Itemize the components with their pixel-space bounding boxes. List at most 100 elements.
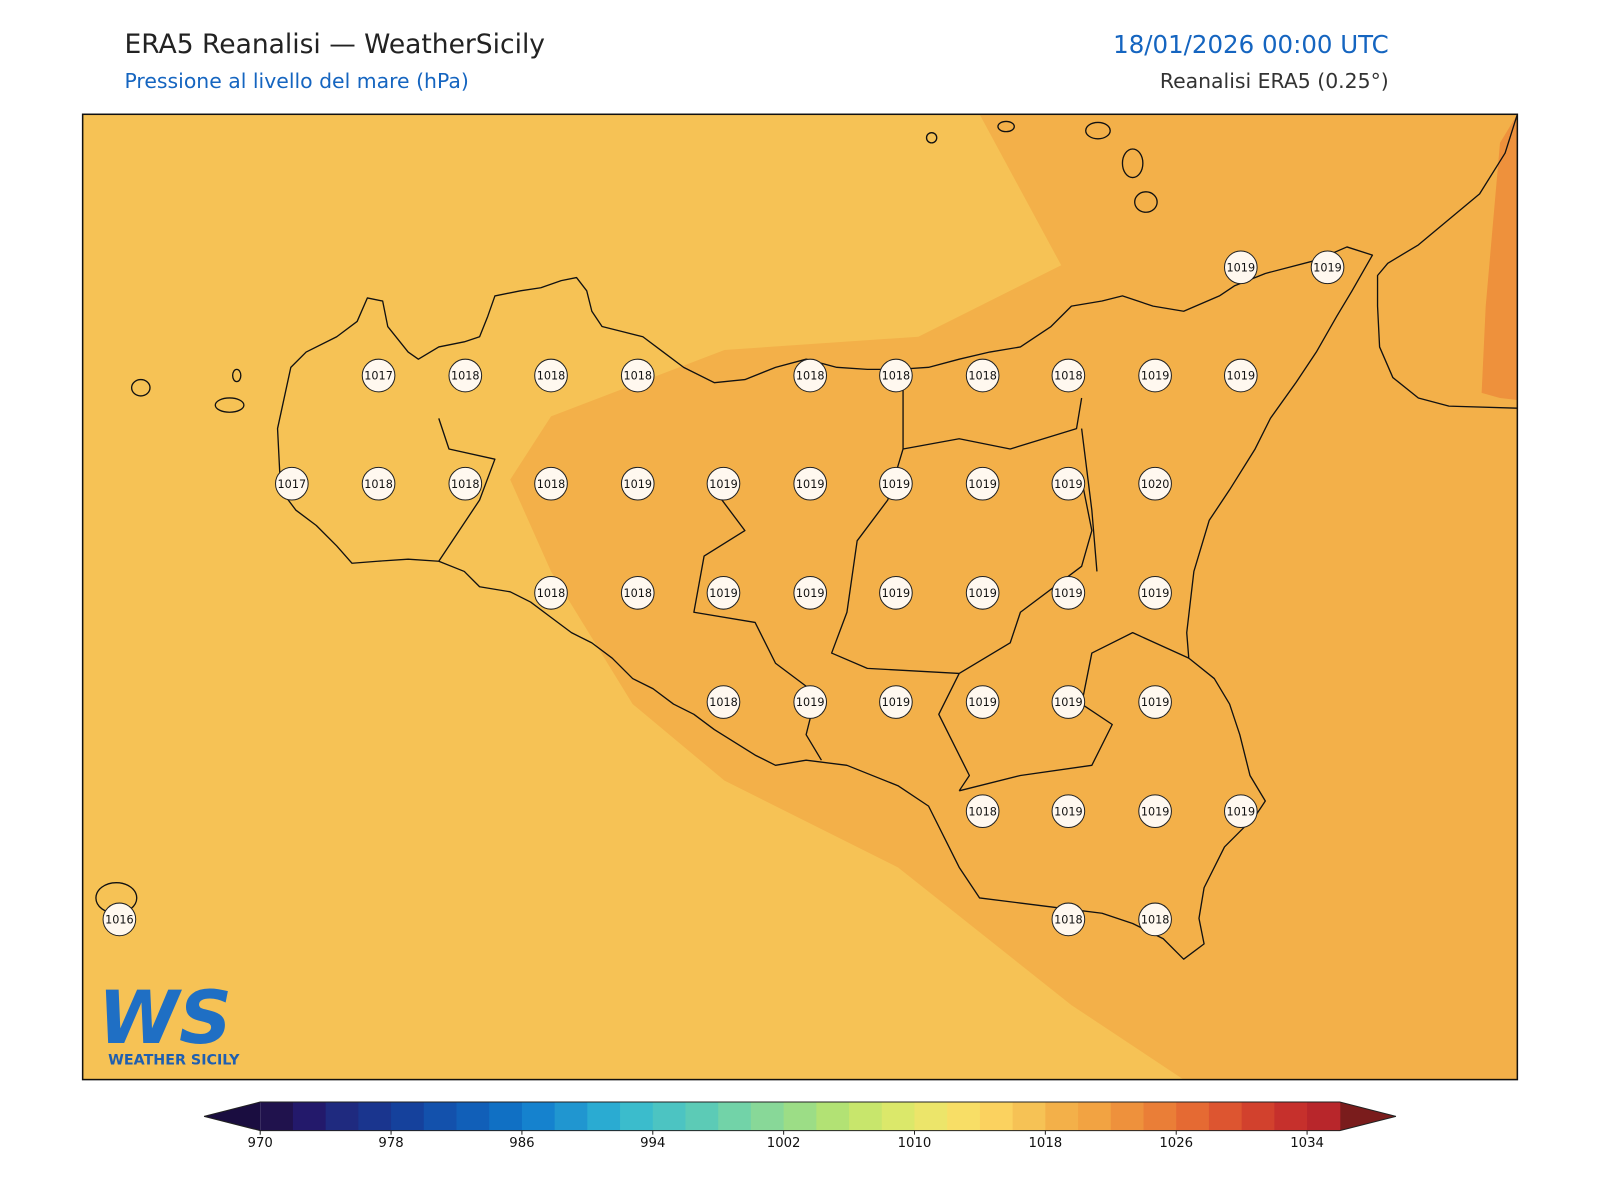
- station-label: 1019: [1141, 370, 1170, 383]
- station-marker: [1223, 250, 1258, 285]
- station-label: 1019: [796, 696, 825, 709]
- colorbar-under: [204, 1102, 261, 1131]
- station-label: 1018: [968, 370, 997, 383]
- station-marker: [965, 794, 1000, 829]
- pressure-field: [1481, 114, 1518, 400]
- station-marker: [620, 358, 655, 393]
- station-label: 1018: [1054, 913, 1083, 926]
- station-label: 1018: [537, 587, 566, 600]
- station-label: 1018: [1054, 370, 1083, 383]
- colorbar-segment: [652, 1102, 687, 1131]
- station-marker: [361, 466, 396, 501]
- station-marker: [620, 466, 655, 501]
- station-label: 1018: [796, 370, 825, 383]
- station-marker: [102, 902, 137, 937]
- colorbar-segment: [587, 1102, 621, 1131]
- station-label: 1019: [1227, 370, 1256, 383]
- station-label: 1019: [709, 587, 738, 600]
- station-marker: [448, 466, 483, 501]
- station-marker: [793, 466, 828, 501]
- coastline: [276, 246, 1374, 960]
- colorbar: 970 978 986 994 1002 1010 1018 1026 1034: [203, 1101, 1397, 1151]
- colorbar-segment: [325, 1102, 359, 1131]
- station-marker: [1138, 358, 1172, 393]
- station-marker: [879, 358, 913, 393]
- colorbar-segment: [554, 1102, 588, 1131]
- colorbar-segment: [816, 1102, 850, 1131]
- island: [997, 120, 1015, 133]
- station-label: 1018: [968, 805, 997, 818]
- station-label: 1019: [1141, 587, 1170, 600]
- logo: WS WEATHER SICILY: [98, 976, 240, 1068]
- station-label: 1019: [796, 478, 825, 491]
- station-marker: [793, 685, 828, 719]
- station-marker: [706, 685, 741, 719]
- station-marker: [1223, 794, 1258, 829]
- station-marker: [965, 685, 1000, 719]
- station-marker: [965, 466, 1000, 501]
- colorbar-tick-label: 978: [378, 1136, 403, 1151]
- station-label: 1016: [105, 913, 134, 926]
- map: 1019 1019 1017 1018 1018 1018 1018 1018 1018 1018…: [82, 114, 1518, 1080]
- province-border: [438, 377, 1190, 792]
- island: [1085, 121, 1111, 140]
- coastline: [1376, 114, 1518, 409]
- colorbar-segment: [1208, 1102, 1243, 1131]
- station-marker: [1310, 250, 1345, 285]
- station-label: 1020: [1141, 478, 1170, 491]
- station-label: 1018: [709, 696, 738, 709]
- station-marker: [620, 576, 655, 610]
- station-label: 1018: [364, 478, 393, 491]
- station-label: 1019: [623, 478, 652, 491]
- colorbar-segment: [1110, 1102, 1145, 1131]
- station-label: 1018: [1141, 913, 1170, 926]
- station-marker: [706, 466, 741, 501]
- colorbar-segment: [292, 1102, 327, 1131]
- colorbar-segment: [1078, 1102, 1112, 1131]
- colorbar-segment: [1307, 1102, 1341, 1131]
- logo-mark: WS: [98, 976, 232, 1061]
- colorbar-over: [1339, 1102, 1396, 1131]
- colorbar-tick-label: 1010: [898, 1136, 932, 1151]
- station-label: 1019: [882, 696, 911, 709]
- colorbar-outline: [203, 1101, 1397, 1132]
- colorbar-tick-label: 1034: [1290, 1136, 1324, 1151]
- station-label: 1017: [364, 370, 393, 383]
- station-label: 1019: [1313, 261, 1342, 274]
- island: [1134, 191, 1158, 213]
- station-label: 1018: [623, 587, 652, 600]
- station-marker: [1138, 576, 1172, 610]
- colorbar-tick-label: 1018: [1028, 1136, 1062, 1151]
- island: [130, 378, 151, 397]
- station-label: 1018: [451, 478, 480, 491]
- station-marker: [879, 576, 913, 610]
- island: [1121, 148, 1144, 179]
- station-label: 1019: [1141, 805, 1170, 818]
- colorbar-segment: [260, 1102, 294, 1131]
- station-label: 1018: [623, 370, 652, 383]
- station-label: 1018: [537, 370, 566, 383]
- station-label: 1019: [1227, 261, 1256, 274]
- subtitle: Pressione al livello del mare (hPa): [124, 69, 468, 93]
- colorbar-segment: [718, 1102, 752, 1131]
- station-label: 1019: [882, 478, 911, 491]
- station-marker: [1051, 902, 1086, 937]
- island: [214, 397, 245, 413]
- station-label: 1019: [1054, 805, 1083, 818]
- colorbar-segment: [1012, 1102, 1046, 1131]
- station-marker: [1051, 358, 1086, 393]
- station-marker: [275, 466, 309, 501]
- station-label: 1019: [709, 478, 738, 491]
- colorbar-segment: [1045, 1102, 1079, 1131]
- datetime: 18/01/2026 00:00 UTC: [1113, 30, 1389, 59]
- station-marker: [361, 358, 396, 393]
- colorbar-segment: [391, 1102, 425, 1131]
- colorbar-segment: [783, 1102, 817, 1131]
- colorbar-segment: [979, 1102, 1014, 1131]
- colorbar-tick-label: 986: [509, 1136, 534, 1151]
- station-marker: [965, 576, 1000, 610]
- station-label: 1019: [968, 587, 997, 600]
- colorbar-segment: [358, 1102, 392, 1131]
- station-label: 1019: [968, 478, 997, 491]
